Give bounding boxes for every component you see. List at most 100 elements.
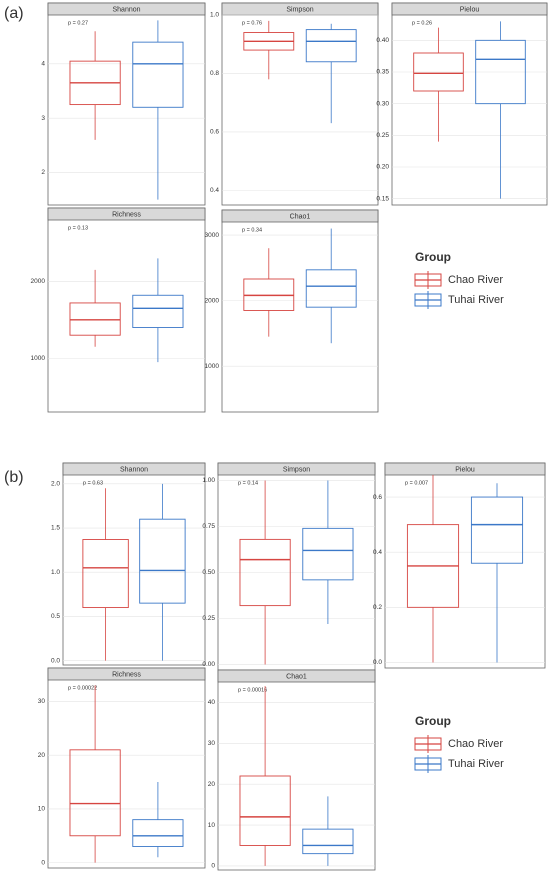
box (132, 819, 184, 847)
y-tick-label: 2.0 (51, 481, 60, 488)
facet-frame (221, 209, 379, 413)
facet-strip (47, 667, 206, 681)
box (132, 41, 184, 108)
facet-frame (217, 669, 376, 871)
y-tick-label: 0.15 (376, 195, 389, 202)
facet-strip (384, 462, 546, 476)
facet-strip (62, 462, 206, 476)
y-tick-label: 0 (211, 863, 215, 870)
facet-frame (47, 667, 206, 869)
facet-title: Simpson (286, 6, 313, 13)
box (69, 302, 121, 336)
y-tick-label: 0.50 (202, 569, 215, 576)
facet-title: Shannon (112, 6, 140, 13)
y-tick-label: 0 (41, 859, 45, 866)
facet-title: Chao1 (290, 213, 311, 220)
facet-frame (47, 207, 206, 413)
p-value: p = 0.26 (412, 20, 432, 26)
y-tick-label: 0.35 (376, 69, 389, 76)
facet-frame (47, 2, 206, 206)
facet-title: Shannon (120, 466, 148, 473)
p-value: p = 0.27 (68, 20, 88, 26)
facet-title: Chao1 (286, 673, 307, 680)
y-tick-label: 2000 (205, 297, 220, 304)
y-tick-label: 0.00 (202, 661, 215, 668)
y-tick-label: 1.00 (202, 477, 215, 484)
facet-strip (217, 669, 376, 683)
box (302, 828, 354, 855)
p-value: p = 0.76 (242, 20, 262, 26)
p-value: p = 0.63 (83, 480, 103, 486)
p-value: p = 0.00022 (68, 685, 97, 691)
legend-label: Chao River (448, 738, 503, 750)
panel-label: (b) (4, 469, 24, 486)
y-tick-label: 0.4 (373, 549, 382, 556)
p-value: p = 0.13 (68, 225, 88, 231)
box (139, 518, 186, 604)
y-tick-label: 3 (41, 115, 45, 122)
facet-strip (217, 462, 376, 476)
y-tick-label: 10 (208, 822, 216, 829)
p-value: p = 0.007 (405, 480, 428, 486)
y-tick-label: 0.4 (210, 187, 219, 194)
box (239, 775, 291, 846)
y-tick-label: 0.5 (51, 613, 60, 620)
facet-strip (47, 207, 206, 221)
legend-label: Tuhai River (448, 294, 504, 306)
panel-label: (a) (4, 5, 24, 22)
legend-label: Chao River (448, 274, 503, 286)
box (82, 539, 129, 609)
y-tick-label: 30 (38, 698, 46, 705)
y-tick-label: 0.30 (376, 100, 389, 107)
y-tick-label: 0.8 (210, 70, 219, 77)
y-tick-label: 0.75 (202, 523, 215, 530)
y-tick-label: 1.0 (210, 12, 219, 19)
legend-label: Tuhai River (448, 758, 504, 770)
facet-strip (221, 209, 379, 223)
y-tick-label: 0.2 (373, 604, 382, 611)
facet-frame (217, 462, 376, 671)
facet-frame (221, 2, 379, 206)
p-value: p = 0.34 (242, 227, 262, 233)
y-tick-label: 2 (41, 169, 45, 176)
facet-strip (391, 2, 548, 16)
y-tick-label: 0.40 (376, 37, 389, 44)
y-tick-label: 0.25 (202, 615, 215, 622)
facet-title: Pielou (455, 466, 475, 473)
facet-title: Pielou (460, 6, 480, 13)
y-tick-label: 1000 (31, 355, 46, 362)
facet-title: Simpson (283, 466, 310, 473)
y-tick-label: 0.0 (51, 657, 60, 664)
y-tick-label: 3000 (205, 232, 220, 239)
y-tick-label: 1.0 (51, 569, 60, 576)
y-tick-label: 0.0 (373, 659, 382, 666)
box (69, 749, 121, 837)
y-tick-label: 20 (208, 781, 216, 788)
y-tick-label: 30 (208, 740, 216, 747)
facet-title: Richness (112, 671, 141, 678)
y-tick-label: 0.6 (373, 494, 382, 501)
facet-strip (47, 2, 206, 16)
y-tick-label: 0.20 (376, 164, 389, 171)
legend-title: Group (415, 250, 451, 264)
box (470, 496, 524, 564)
box (239, 538, 291, 607)
box (475, 39, 526, 105)
y-tick-label: 2000 (31, 278, 46, 285)
box (305, 29, 357, 63)
box (413, 52, 464, 92)
box (305, 269, 357, 308)
legend-title: Group (415, 714, 451, 728)
y-tick-label: 4 (41, 61, 45, 68)
y-tick-label: 1.5 (51, 525, 60, 532)
p-value: p = 0.00016 (238, 687, 267, 693)
y-tick-label: 1000 (205, 363, 220, 370)
facet-frame (62, 462, 206, 666)
p-value: p = 0.14 (238, 480, 258, 486)
box (132, 294, 184, 328)
y-tick-label: 40 (208, 699, 216, 706)
facet-title: Richness (112, 211, 141, 218)
y-tick-label: 10 (38, 806, 46, 813)
y-tick-label: 0.6 (210, 129, 219, 136)
